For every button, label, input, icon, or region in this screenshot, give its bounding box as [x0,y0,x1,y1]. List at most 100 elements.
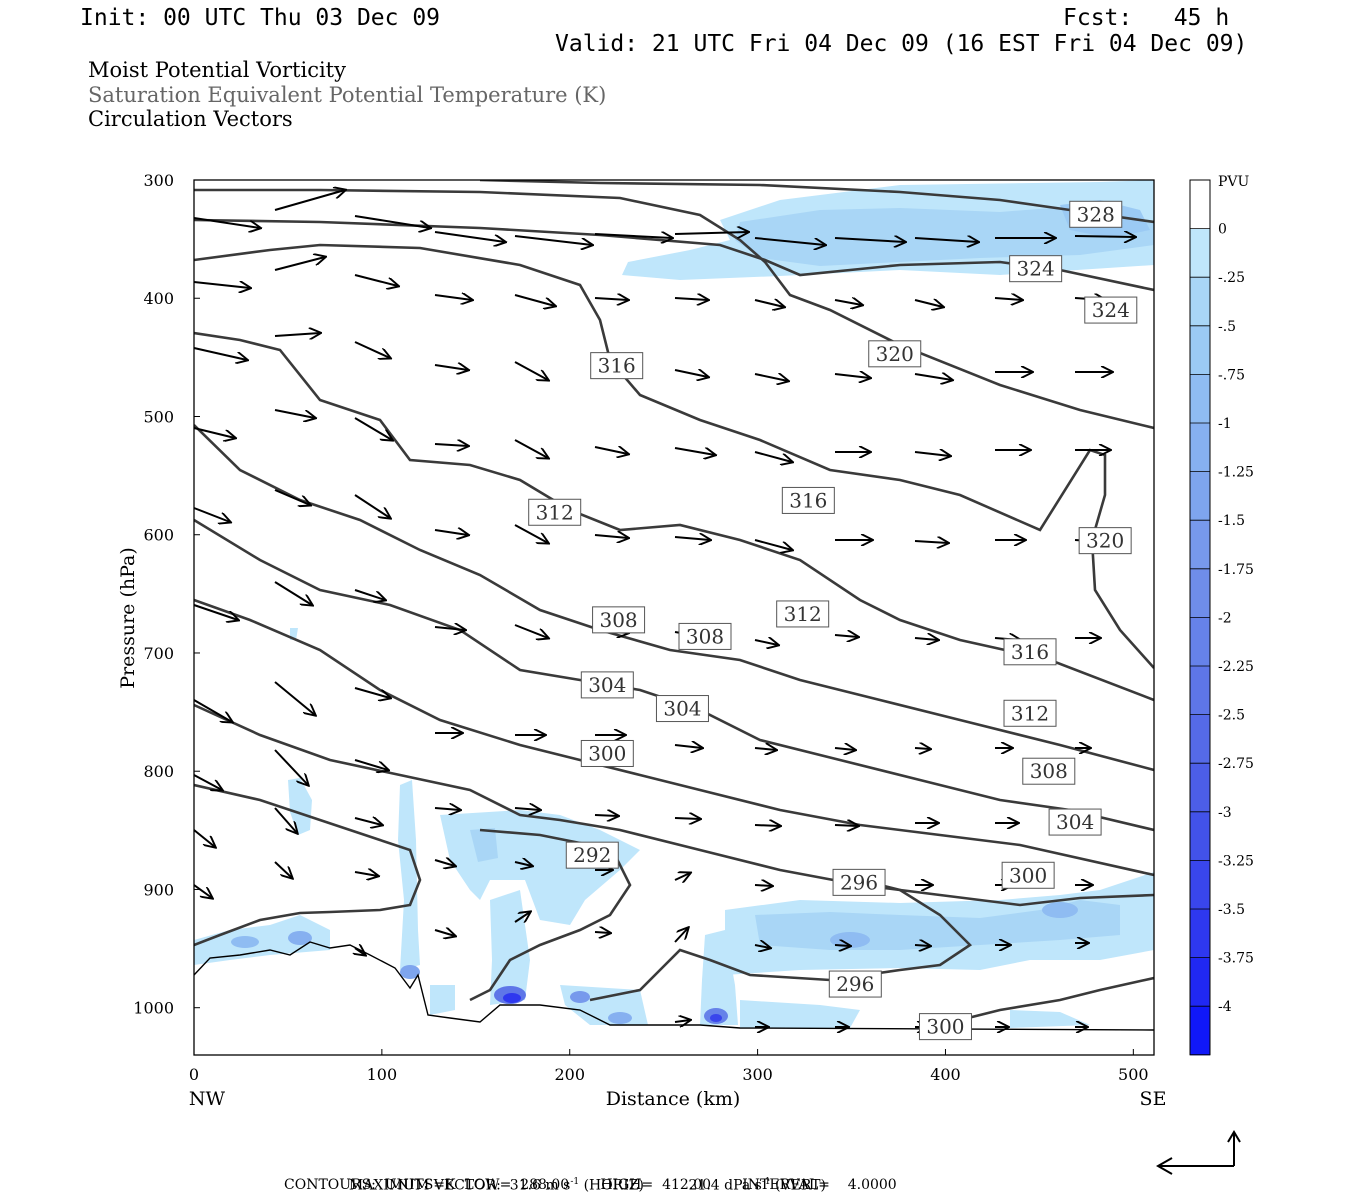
vector [674,745,702,748]
vector [193,774,222,790]
vector [674,1020,690,1022]
contour-308 [194,518,1154,832]
max-vector-vert: 21.4 dPa s [688,1177,762,1194]
pv-max-4 [400,965,420,979]
colorbar-label: -1 [1218,416,1232,432]
vector [914,452,950,456]
contour-label: 316 [598,354,636,378]
colorbar-label: -1.25 [1218,465,1254,481]
max-vector-horiz-tag: (HORIZ) [579,1177,644,1194]
colorbar-swatch [1190,763,1210,813]
contour-label-box [1009,255,1063,283]
vector [193,282,250,288]
vector [914,300,943,307]
contour-label: 320 [876,342,914,366]
contour-label: 300 [1009,863,1047,887]
vector [434,444,468,446]
vector [594,535,628,538]
vector [514,912,530,922]
vector [193,217,260,228]
field-title-mpv: Moist Potential Vorticity [88,58,346,82]
contour-label: 324 [1092,298,1130,322]
vector [594,234,672,238]
pv-shading [194,180,1154,1028]
contour-label: 316 [789,488,827,512]
x-tick-label: 200 [554,1065,585,1084]
contour-labels: 328 324 324 320 320 316 316 316 312 312 312 308 308 3… [528,200,1138,1041]
vector [354,417,392,440]
vector [193,829,215,847]
contour-label-box [1022,757,1076,785]
colorbar-swatch [1190,617,1210,667]
vector [754,885,772,886]
colorbar-label: -2.25 [1218,659,1254,675]
contour-label: 320 [1086,529,1124,553]
contour-300 [194,703,1154,907]
colorbar-swatch [1190,374,1210,424]
ref-vector-vertical-head [1227,1130,1241,1143]
vector [754,640,778,645]
colorbar-label: -3.5 [1218,902,1245,918]
colorbar-swatch [1190,471,1210,521]
valid-time: Valid: 21 UTC Fri 04 Dec 09 (16 EST Fri … [555,31,1248,57]
vector [914,541,948,543]
vector [354,341,390,358]
vector [674,232,748,234]
contour-label-box [781,486,835,514]
vector [594,447,628,454]
terrain-line [193,941,1155,1031]
y-tick-label: 300 [143,171,174,190]
contour-320 [194,243,1154,669]
contour-label-box [580,739,634,767]
y-tick-label: 900 [143,880,174,899]
contour-label: 300 [588,741,626,765]
vector [834,635,858,637]
vector [754,748,776,750]
contour-label: 304 [663,697,701,721]
contour-label: 312 [1011,701,1049,725]
colorbar-label: -.25 [1218,270,1245,286]
field-title-vectors: Circulation Vectors [88,107,293,131]
colorbar-label: -2.5 [1218,708,1245,724]
vector [274,861,292,878]
contour-label: 296 [840,870,878,894]
vector [355,948,365,955]
x-tick-label: 0 [189,1065,199,1084]
vector [514,361,548,380]
vector [834,238,905,242]
pv-surface-5 [430,985,455,1015]
vector [274,581,312,605]
contour-label-box [1003,638,1057,666]
pv-max-5 [288,931,312,945]
max-vector-vert-exp: -1 [761,1177,771,1187]
vector [914,374,952,380]
contour-label-box [528,498,582,526]
vector [754,539,792,550]
pv-max-8 [1042,902,1078,918]
vector [674,928,688,943]
vector [834,748,855,750]
contour-label-box [832,868,886,896]
contour-296-b [469,828,632,1002]
vector [274,257,325,271]
vector [514,862,532,866]
colorbar-swatch [1190,811,1210,861]
vector [193,884,212,898]
vector [274,749,308,785]
vector [914,638,938,640]
contour-300-surface [939,976,1154,1027]
vector [434,530,468,535]
colorbar-label: -.75 [1218,367,1245,383]
pv-column-5 [700,930,738,1025]
x-tick-label: 100 [367,1065,398,1084]
contour-label: 304 [1056,810,1094,834]
contour-label-box [655,695,709,723]
pv-max-6 [231,936,259,948]
contour-label-box [828,970,882,998]
max-vector-line: MAXIMUM VECTOR: 31.6 m s-1 (HORIZ) 21.4 … [340,1158,826,1194]
contour-label-box [1069,200,1123,228]
contour-info-line: CONTOURS: UNITS=K LOW= 288.00 HIGH= 412.… [284,1177,897,1193]
vector [754,825,780,826]
y-tick-label: 1000 [133,999,174,1018]
vector [914,238,978,242]
